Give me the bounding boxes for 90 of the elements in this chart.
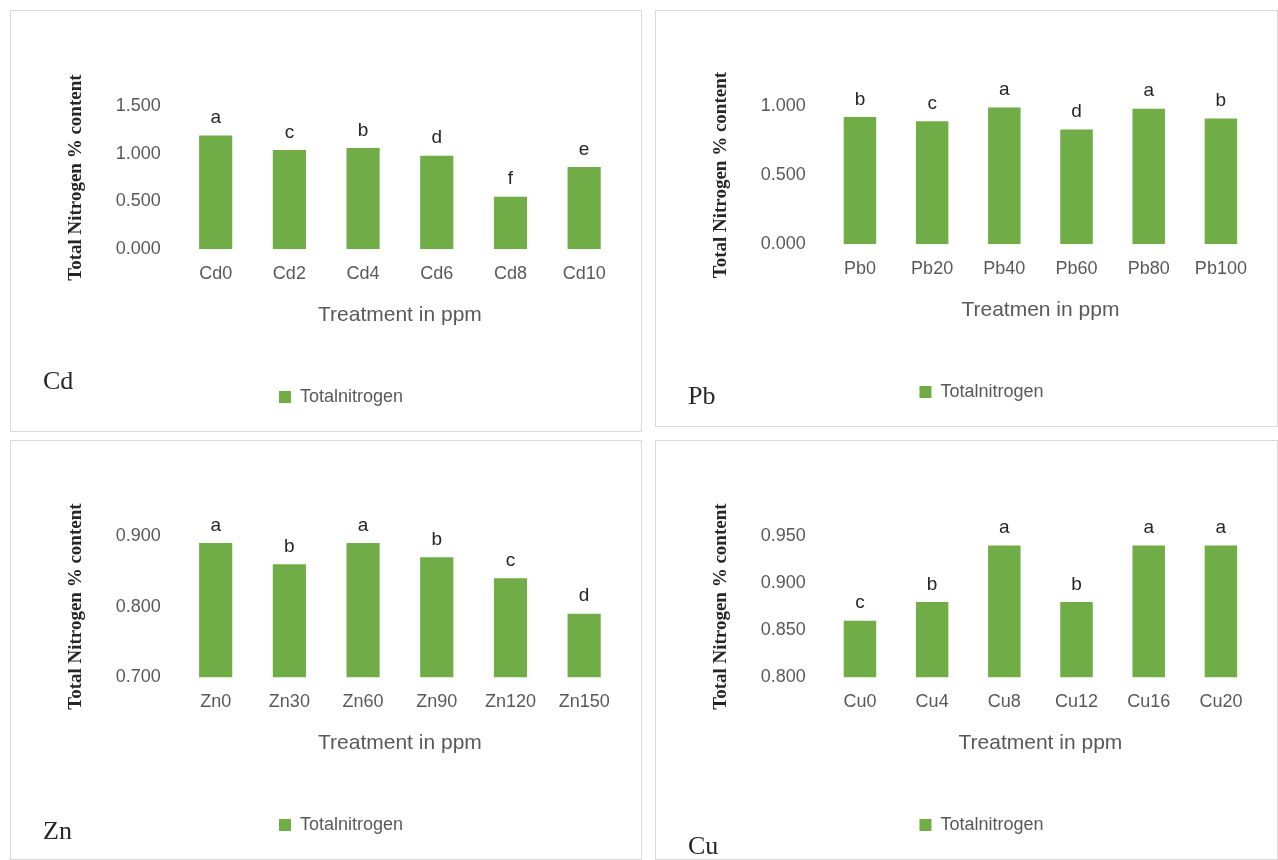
x-tick-label: Pb60 bbox=[1055, 257, 1098, 278]
x-tick-label: Pb100 bbox=[1194, 257, 1247, 278]
x-tick-label: Cd6 bbox=[420, 262, 454, 283]
y-tick-label: 0.800 bbox=[115, 595, 161, 616]
annotation: a bbox=[210, 106, 222, 128]
bar bbox=[1060, 129, 1093, 245]
annotation: b bbox=[926, 572, 938, 594]
x-tick-label: Pb40 bbox=[983, 257, 1026, 278]
y-tick-label: 0.500 bbox=[760, 164, 806, 185]
y-axis-title: Total Nitrogen % content bbox=[709, 502, 731, 710]
y-tick-label: 0.800 bbox=[760, 666, 806, 687]
x-tick-label: Zn150 bbox=[558, 690, 610, 711]
y-tick-label: 0.000 bbox=[115, 238, 161, 259]
annotation: c bbox=[284, 120, 295, 142]
annotation: a bbox=[999, 78, 1011, 100]
y-tick-label: 0.950 bbox=[760, 524, 806, 545]
annotation: d bbox=[431, 126, 443, 148]
x-tick-label: Cu20 bbox=[1199, 690, 1243, 711]
bar bbox=[199, 135, 233, 250]
text: Zn bbox=[43, 816, 72, 846]
x-tick-label: Cu8 bbox=[987, 690, 1021, 711]
annotation: b bbox=[284, 534, 295, 556]
x-tick-label: Cu12 bbox=[1055, 690, 1099, 711]
annotation: c bbox=[855, 591, 865, 613]
bar bbox=[346, 148, 380, 250]
y-tick-label: 1.500 bbox=[115, 94, 161, 115]
annotation: f bbox=[507, 167, 514, 189]
y-axis-title: Total Nitrogen % content bbox=[64, 73, 86, 281]
y-axis-title: Total Nitrogen % content bbox=[709, 71, 731, 279]
x-tick-label: Cd10 bbox=[562, 262, 606, 283]
annotation: b bbox=[1215, 89, 1227, 111]
y-tick-label: 0.900 bbox=[760, 572, 806, 593]
x-tick-label: Pb20 bbox=[911, 257, 954, 278]
annotation: a bbox=[1143, 516, 1155, 538]
bar bbox=[420, 155, 454, 250]
y-tick-label: 0.700 bbox=[115, 666, 161, 687]
annotation: a bbox=[999, 516, 1011, 538]
x-tick-label: Cd8 bbox=[493, 262, 527, 283]
x-tick-label: Cd2 bbox=[272, 262, 306, 283]
bar bbox=[493, 196, 528, 250]
x-axis-title: Treatment in ppm bbox=[958, 730, 1123, 754]
y-tick-label: 0.500 bbox=[115, 190, 161, 211]
legend-label: Totalnitrogen bbox=[299, 385, 404, 406]
x-tick-label: Cu0 bbox=[843, 690, 877, 711]
x-tick-label: Cd4 bbox=[346, 262, 380, 283]
y-tick-label: 1.000 bbox=[760, 94, 806, 115]
annotation: d bbox=[1071, 100, 1082, 122]
x-tick-label: Zn90 bbox=[416, 690, 458, 711]
y-tick-label: 1.000 bbox=[115, 142, 161, 163]
y-tick-label: 0.000 bbox=[760, 233, 806, 254]
text: Cd bbox=[43, 366, 74, 396]
bar bbox=[272, 149, 306, 250]
x-tick-label: Zn30 bbox=[268, 690, 310, 711]
x-tick-label: Pb80 bbox=[1127, 257, 1170, 278]
bar bbox=[1204, 118, 1238, 245]
x-tick-label: Zn60 bbox=[342, 690, 384, 711]
bar bbox=[567, 167, 601, 250]
bar bbox=[988, 107, 1021, 245]
x-tick-label: Zn120 bbox=[484, 690, 536, 711]
text: Pb bbox=[688, 381, 716, 411]
annotation: d bbox=[578, 584, 590, 606]
annotation: c bbox=[927, 91, 937, 113]
annotation: a bbox=[210, 513, 222, 535]
text: Cu bbox=[688, 831, 719, 860]
legend-label: Totalnitrogen bbox=[299, 813, 404, 834]
annotation: b bbox=[431, 527, 443, 549]
legend-label: Totalnitrogen bbox=[940, 380, 1044, 401]
annotation: b bbox=[357, 118, 369, 140]
annotation: b bbox=[1071, 572, 1082, 594]
x-tick-label: Pb0 bbox=[843, 257, 876, 278]
legend-label: Totalnitrogen bbox=[940, 813, 1044, 834]
x-axis-title: Treatmen in ppm bbox=[961, 297, 1120, 321]
annotation: a bbox=[357, 513, 369, 535]
x-tick-label: Cu4 bbox=[915, 690, 949, 711]
x-axis-title: Treatment in ppm bbox=[318, 730, 482, 754]
annotation: e bbox=[578, 137, 590, 159]
annotation: a bbox=[1215, 516, 1227, 538]
bar bbox=[843, 117, 877, 245]
y-tick-label: 0.900 bbox=[115, 524, 161, 545]
annotation: c bbox=[505, 549, 516, 571]
y-tick-label: 0.850 bbox=[760, 619, 806, 640]
x-tick-label: Zn0 bbox=[200, 690, 232, 711]
bar bbox=[1132, 108, 1165, 245]
annotation: b bbox=[854, 87, 866, 109]
x-tick-label: Cu16 bbox=[1127, 690, 1171, 711]
annotation: a bbox=[1143, 79, 1155, 101]
bar bbox=[915, 121, 949, 245]
x-axis-title: Treatment in ppm bbox=[318, 302, 482, 326]
y-axis-title: Total Nitrogen % content bbox=[64, 502, 86, 710]
x-tick-label: Cd0 bbox=[199, 262, 233, 283]
